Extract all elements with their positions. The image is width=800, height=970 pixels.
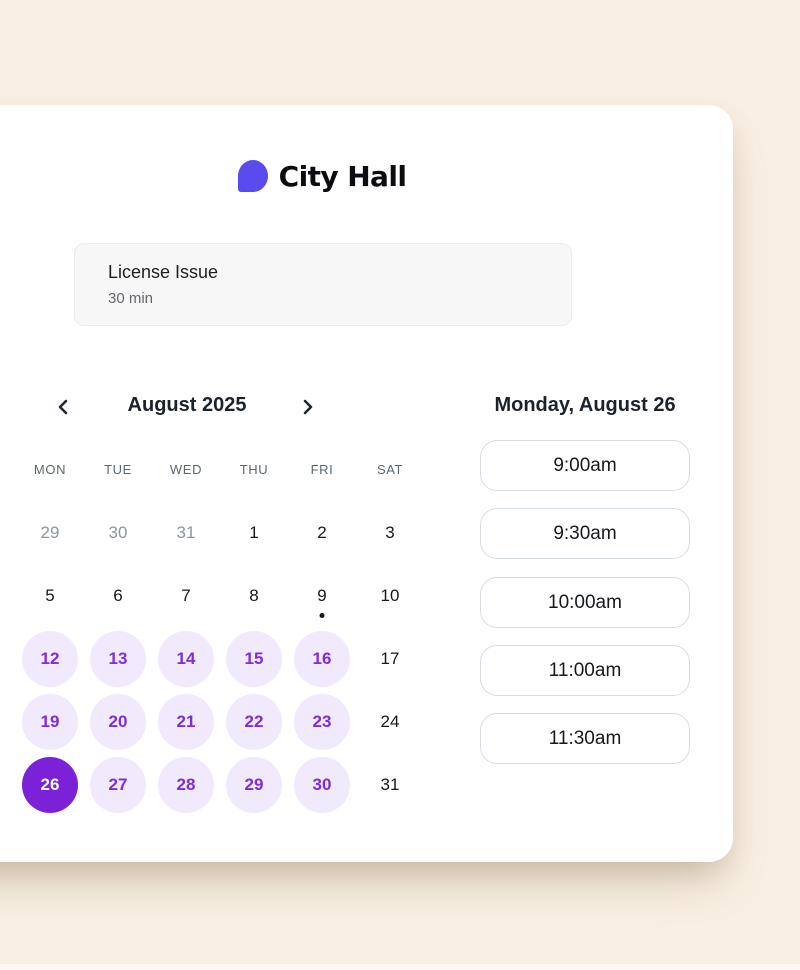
day-cell-27[interactable]: 27 <box>90 757 146 813</box>
day-cell-6: 6 <box>113 586 123 605</box>
weekday-label-sat: SAT <box>376 462 404 477</box>
day-cell-29: 29 <box>40 523 60 542</box>
month-label: August 2025 <box>127 394 247 416</box>
day-cell-23[interactable]: 23 <box>294 694 350 750</box>
day-cell-24: 24 <box>380 712 400 731</box>
day-cell-14[interactable]: 14 <box>158 631 214 687</box>
day-cell-31: 31 <box>176 523 196 542</box>
day-cell-8: 8 <box>249 586 259 605</box>
weekday-label-wed: WED <box>169 462 203 477</box>
day-cell-16[interactable]: 16 <box>294 631 350 687</box>
today-indicator-dot <box>319 613 325 618</box>
day-cell-13[interactable]: 13 <box>90 631 146 687</box>
prev-month-button[interactable] <box>47 392 77 422</box>
day-cell-22[interactable]: 22 <box>226 694 282 750</box>
day-cell-29[interactable]: 29 <box>226 757 282 813</box>
event-duration: 30 min <box>108 290 154 307</box>
day-cell-17: 17 <box>380 649 400 668</box>
day-cell-5: 5 <box>45 586 55 605</box>
chevron-left-icon <box>57 399 68 415</box>
day-cell-2: 2 <box>317 523 327 542</box>
day-cell-3: 3 <box>385 523 395 542</box>
time-slot-button-9:00am[interactable]: 9:00am <box>480 440 690 491</box>
weekday-label-mon: MON <box>33 462 67 477</box>
weekday-label-fri: FRI <box>310 462 334 477</box>
event-summary-card[interactable]: License Issue 30 min <box>74 243 572 326</box>
day-cell-26-selected[interactable]: 26 <box>22 757 78 813</box>
event-title: License Issue <box>108 262 219 282</box>
brand-name: City Hall <box>278 159 407 193</box>
selected-date-label: Monday, August 26 <box>494 394 676 416</box>
day-cell-28[interactable]: 28 <box>158 757 214 813</box>
chevron-right-icon <box>303 399 314 415</box>
weekday-label-tue: TUE <box>104 462 132 477</box>
day-cell-10: 10 <box>380 586 400 605</box>
day-cell-12[interactable]: 12 <box>22 631 78 687</box>
day-cell-30: 30 <box>108 523 128 542</box>
day-cell-31: 31 <box>380 775 400 794</box>
next-month-button[interactable] <box>293 392 323 422</box>
time-slot-button-10:00am[interactable]: 10:00am <box>480 577 690 628</box>
bottom-panel-edge <box>0 964 800 970</box>
day-cell-30[interactable]: 30 <box>294 757 350 813</box>
time-slot-button-9:30am[interactable]: 9:30am <box>480 508 690 559</box>
day-cell-15[interactable]: 15 <box>226 631 282 687</box>
time-slot-button-11:30am[interactable]: 11:30am <box>480 713 690 764</box>
day-cell-20[interactable]: 20 <box>90 694 146 750</box>
brand-header: City Hall <box>0 148 644 204</box>
weekday-label-thu: THU <box>239 462 269 477</box>
day-cell-19[interactable]: 19 <box>22 694 78 750</box>
day-cell-9: 9 <box>294 568 350 624</box>
chat-bubble-icon <box>237 160 268 192</box>
day-cell-21[interactable]: 21 <box>158 694 214 750</box>
day-cell-1: 1 <box>249 523 259 542</box>
time-slot-button-11:00am[interactable]: 11:00am <box>480 645 690 696</box>
day-cell-7: 7 <box>181 586 191 605</box>
